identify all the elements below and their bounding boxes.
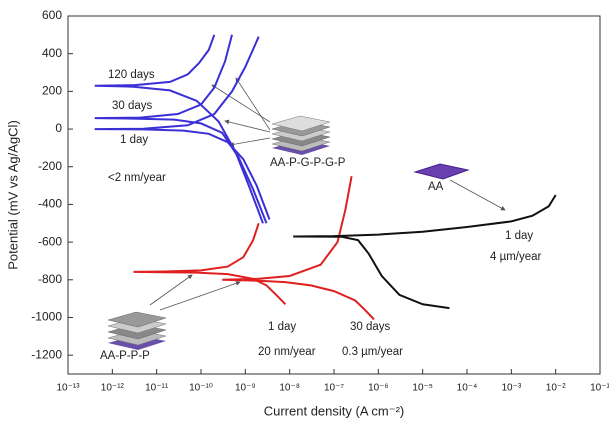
annotation: 120 days [108,69,155,81]
y-tick-label: 0 [55,121,62,135]
annotation: 30 days [350,321,391,333]
x-tick-label: 10⁻² [546,383,566,394]
annotation: 20 nm/year [258,346,316,358]
annotation: 1 day [505,230,533,242]
y-tick-label: -400 [38,197,62,211]
x-tick-label: 10⁻⁵ [412,383,433,394]
x-tick-label: 10⁻³ [501,383,521,394]
annotation: 1 day [120,134,148,146]
aa-icon [413,163,470,180]
y-tick-label: 400 [42,46,62,60]
x-axis-title: Current density (A cm⁻²) [264,403,405,418]
y-tick-label: -1200 [31,347,62,361]
annotation: 30 days [112,100,153,112]
x-tick-label: 10⁻¹² [101,383,125,394]
annotation: 0.3 µm/year [342,346,403,358]
annotation: 1 day [268,321,296,333]
coating-icon [107,311,167,350]
arrows [149,77,506,311]
series-line [133,222,287,305]
x-tick-label: 10⁻¹⁰ [189,383,213,394]
x-tick-label: 10⁻⁹ [235,383,256,394]
annotation: 4 µm/year [490,251,542,263]
series-line [94,34,268,224]
x-tick-label: 10⁻⁸ [279,383,300,394]
y-axis-title: Potential (mV vs Ag/AgCl) [5,120,20,270]
series-line [293,194,557,310]
x-tick-label: 10⁻⁷ [324,383,344,394]
y-tick-label: -1000 [31,310,62,324]
y-tick-label: 600 [42,8,62,22]
x-tick-label: 10⁻⁴ [457,383,478,394]
annotation: AA-P-G-P-G-P [270,157,346,169]
annotation: AA-P-P-P [100,350,150,362]
annotation: <2 nm/year [108,172,166,184]
annotation: AA [428,181,444,193]
x-tick-label: 10⁻¹ [590,383,609,394]
x-tick-label: 10⁻¹¹ [145,383,169,394]
y-tick-label: 200 [42,84,62,98]
series-line [222,176,375,321]
x-tick-label: 10⁻¹³ [56,383,80,394]
x-tick-label: 10⁻⁶ [368,383,389,394]
y-tick-label: -600 [38,234,62,248]
y-tick-label: -200 [38,159,62,173]
y-tick-label: -800 [38,272,62,286]
coating-icon [271,115,331,155]
series-line [94,36,271,220]
